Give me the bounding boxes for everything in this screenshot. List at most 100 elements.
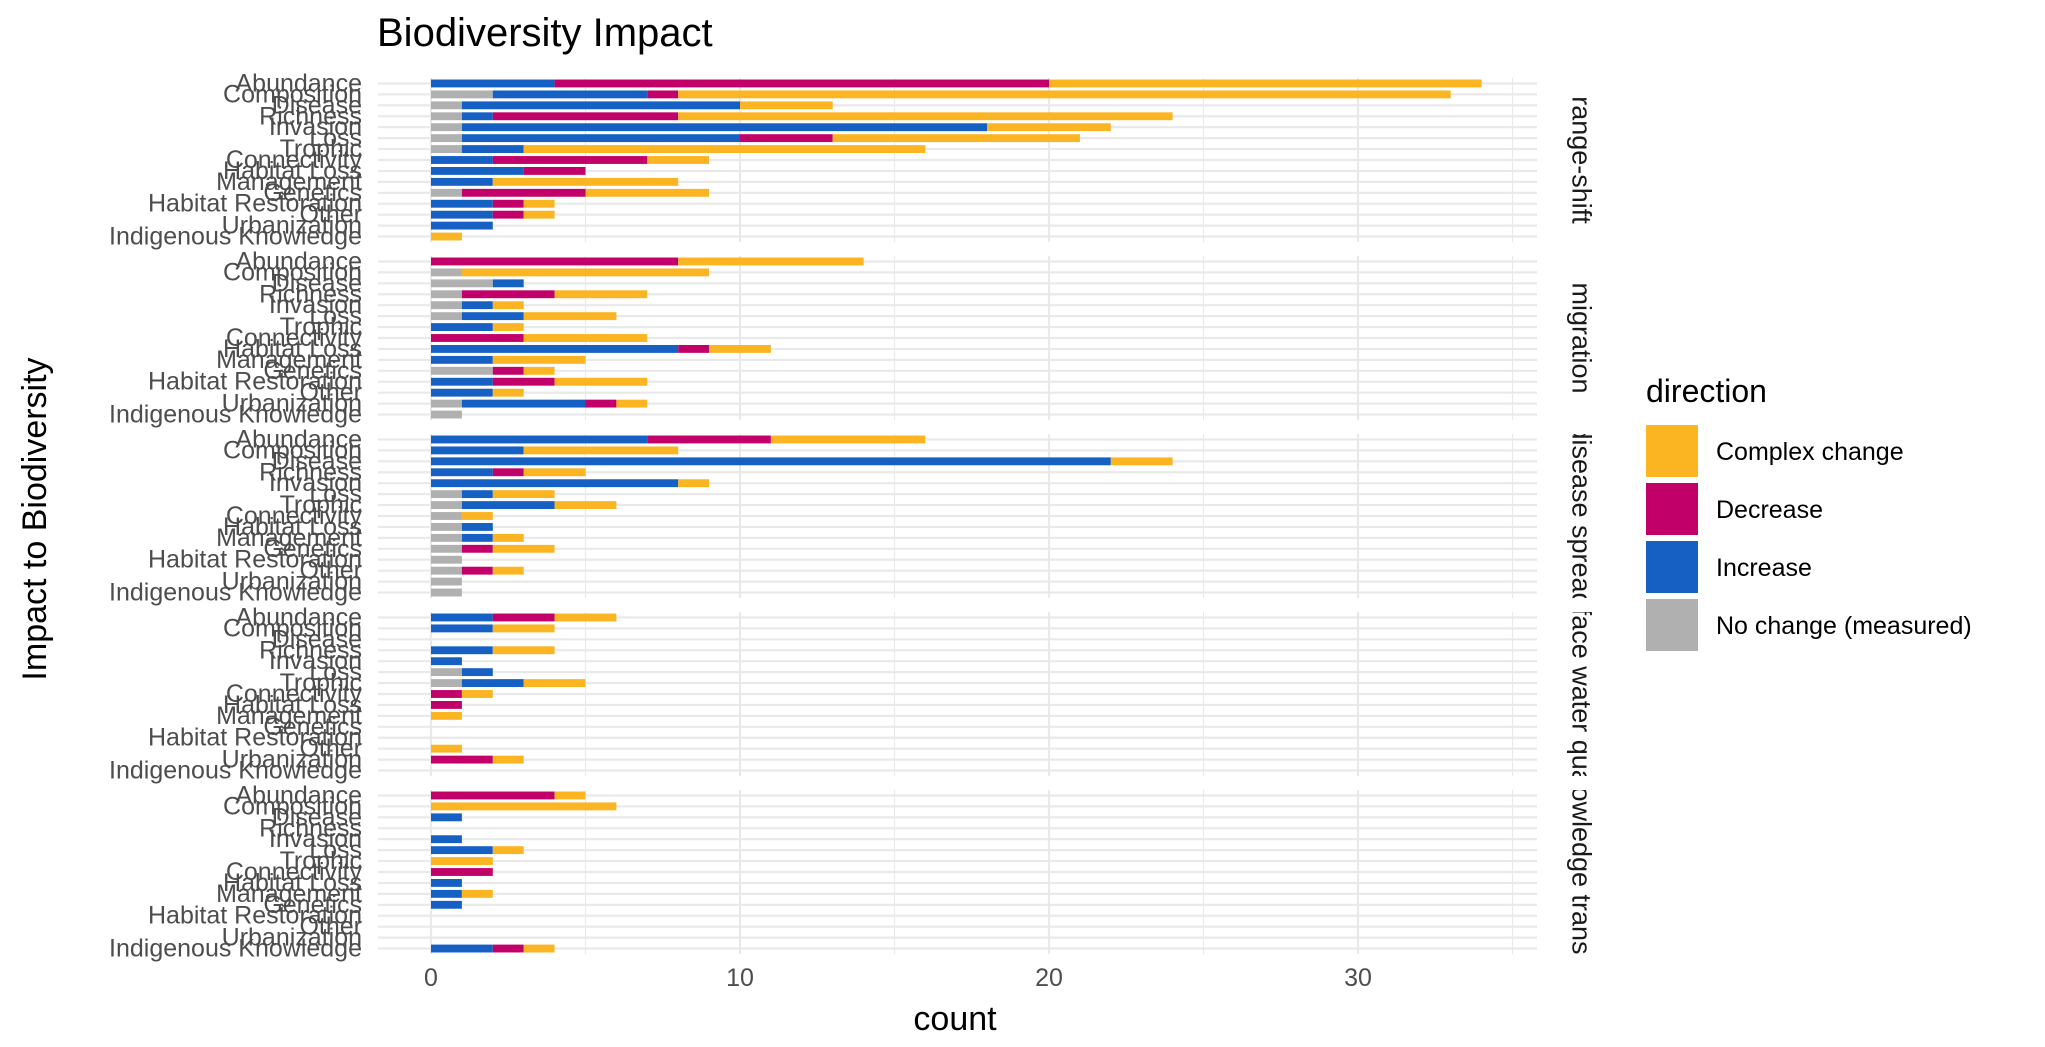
bar-segment-complex-change [492,301,524,310]
bar-segment-increase [431,435,648,444]
bar-segment-complex-change [678,90,1451,99]
y-tick-label: Composition [223,258,362,286]
bar-segment-complex-change [523,679,586,688]
bar-segment-complex-change [431,857,493,866]
bar-segment-decrease [523,166,586,175]
bar-segment-complex-change [492,388,524,397]
x-tick-label: 20 [1035,964,1063,992]
bar-segment-complex-change [492,490,555,499]
x-tick-label: 0 [424,964,438,992]
bar-segment-increase [431,479,679,488]
bar-segment-complex-change [523,210,555,219]
bar-segment-increase [431,657,462,666]
bar-segment-complex-change [461,512,493,520]
y-tick-label: Invasion [269,113,362,141]
facet-strip-label: disease spread [1567,424,1597,607]
bar-segment-complex-change [461,889,493,898]
legend-swatch-no-change-measured [1646,599,1698,651]
y-tick-label: Genetics [263,713,362,741]
bar-segment-increase [431,900,462,909]
y-tick-label: Urbanization [222,390,362,418]
bar-segment-complex-change [523,199,555,208]
bar-segment-complex-change [431,744,462,753]
bar-segment-increase [431,624,493,633]
y-tick-label: Management [216,880,362,908]
bar-segment-increase [461,679,524,688]
bar-segment-complex-change [647,156,710,164]
bar-segment-increase [431,388,493,397]
y-tick-label: Indigenous Knowledge [109,401,362,429]
bar-segment-no-change-measured [431,268,462,277]
x-axis-ticks: 0 10 20 30 [424,964,1372,992]
bar-segment-no-change-measured [431,399,462,408]
bar-segment-decrease [647,90,679,99]
y-tick-label: Abundance [235,69,362,97]
y-tick-label: Other [299,735,362,763]
y-tick-label: Abundance [235,603,362,631]
y-tick-label: Loss [309,124,362,152]
bar-segment-complex-change [585,188,710,197]
bar-segment-complex-change [523,944,555,953]
y-tick-label: Indigenous Knowledge [109,757,362,785]
bar-segment-complex-change [492,755,524,764]
y-tick-label: Invasion [269,825,362,853]
y-tick-label: Indigenous Knowledge [109,935,362,963]
y-tick-label: Richness [259,280,362,308]
bar-segment-complex-change [678,257,864,266]
y-tick-label: Habitat Loss [223,157,362,185]
bar-segment-increase [431,210,493,219]
facet-strip-label: surface water quality [1567,570,1597,818]
bar-segment-complex-change [554,791,586,800]
bar-segment-decrease [431,690,462,698]
legend-label: No change (measured) [1716,612,1972,640]
bar-segment-complex-change [770,435,926,444]
bar-segment-decrease [492,944,524,953]
bar-segment-increase [461,101,740,110]
bar-segment-decrease [492,366,524,375]
bar-segment-decrease [492,468,524,477]
bar-segment-no-change-measured [431,301,462,310]
bar-segment-increase [431,889,462,898]
y-tick-label: Habitat Restoration [148,902,362,930]
y-tick-label: Habitat Loss [223,335,362,363]
bar-segment-increase [492,90,648,99]
bar-segment-no-change-measured [431,134,462,143]
y-tick-label: Habitat Restoration [148,724,362,752]
y-tick-label: Richness [259,636,362,664]
bar-segment-no-change-measured [431,290,462,299]
bar-segment-increase [461,134,740,143]
facet-panel-range-shift: Indigenous KnowledgeUrbanizationOtherHab… [109,69,1596,250]
y-tick-label: Disease [272,269,362,297]
facet-strip: migration [1567,282,1597,393]
bar-segment-decrease [431,791,555,800]
bar-segment-complex-change [678,479,710,488]
y-tick-label: Urbanization [222,568,362,596]
y-tick-label: Invasion [269,469,362,497]
y-tick-label: Composition [223,614,362,642]
bar-segment-increase [461,123,988,132]
bar-segment-complex-change [492,177,679,186]
bar-segment-complex-change [492,544,555,553]
bar-segment-decrease [431,700,462,709]
bar-segment-increase [431,446,524,455]
legend-label: Increase [1716,554,1812,582]
y-tick-label: Other [299,379,362,407]
bar-segment-increase [461,668,493,677]
facet-panel-disease-spread: Indigenous KnowledgeUrbanizationOtherHab… [109,424,1597,607]
bar-segment-increase [492,279,524,288]
bar-segment-decrease [740,134,833,143]
bar-segment-complex-change [832,134,1080,143]
bar-segment-decrease [585,399,617,408]
bar-segment-increase [461,522,493,531]
bar-segment-no-change-measured [431,588,462,597]
bar-segment-increase [431,199,493,208]
bar-segment-no-change-measured [431,490,462,499]
bar-segment-no-change-measured [431,112,462,121]
y-tick-label: Habitat Restoration [148,368,362,396]
y-tick-label: Other [299,913,362,941]
bar-segment-decrease [554,79,1049,88]
bar-segment-no-change-measured [431,366,493,375]
facet-strip: knowledge transfer [1567,790,1597,954]
x-tick-label: 30 [1344,964,1372,992]
bar-segment-increase [461,490,493,499]
